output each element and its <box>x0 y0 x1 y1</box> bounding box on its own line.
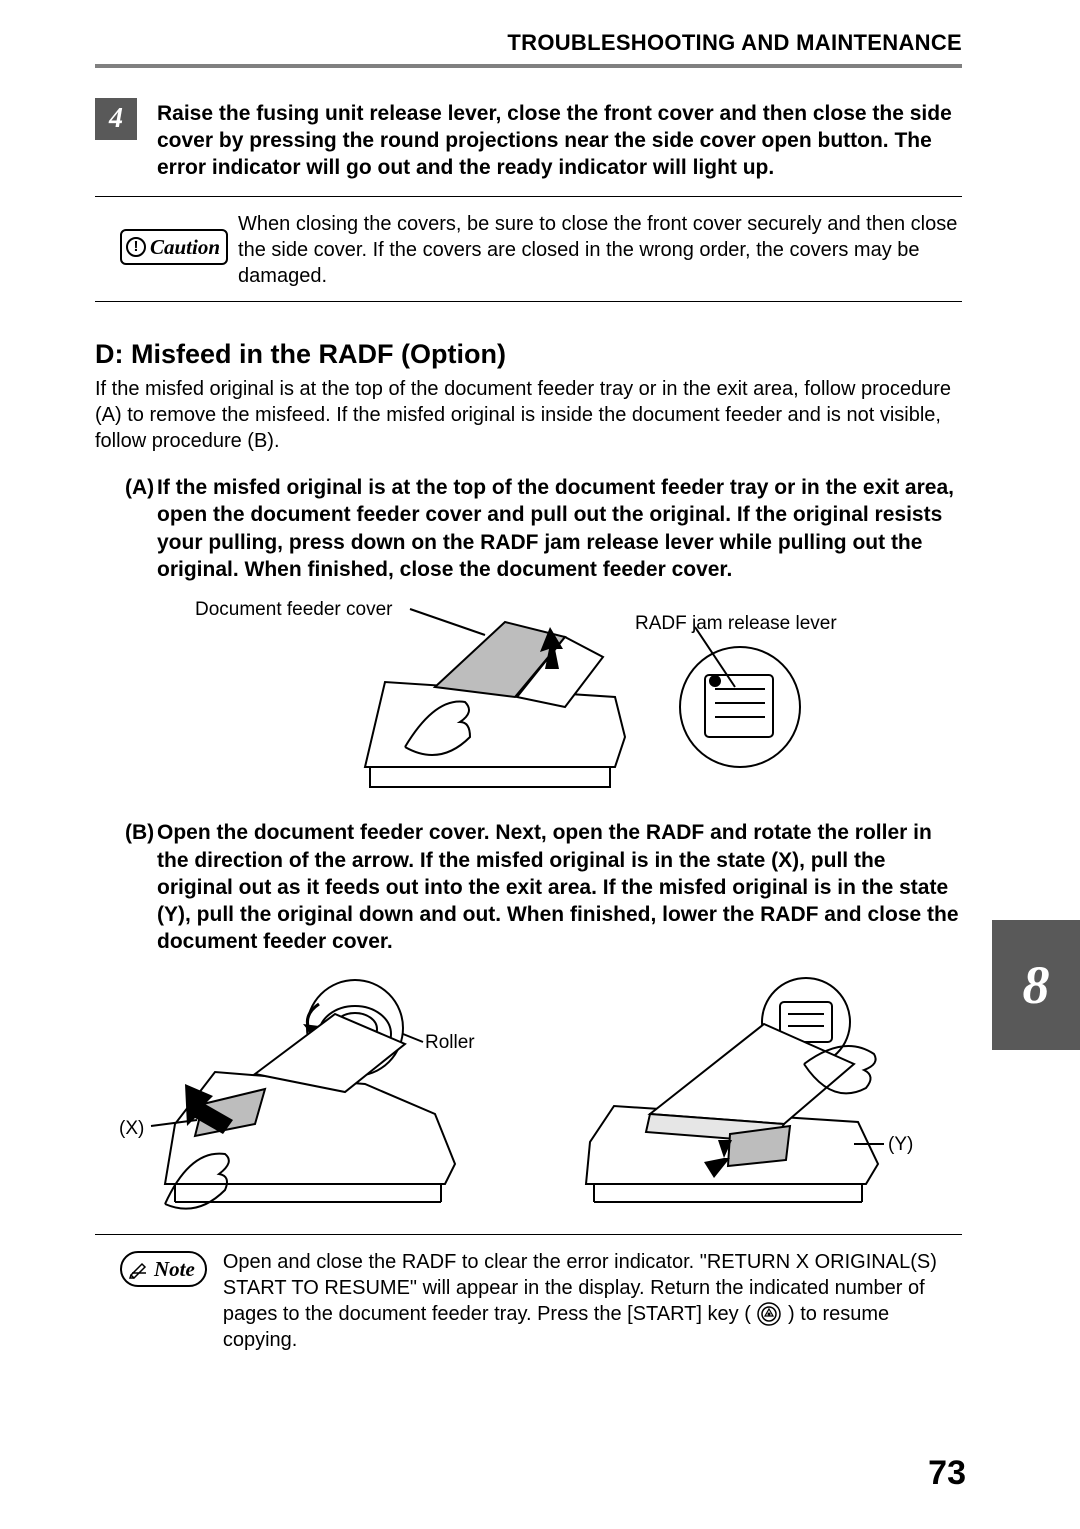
note-text: Open and close the RADF to clear the err… <box>223 1249 962 1354</box>
pencil-icon <box>128 1259 150 1279</box>
step-block: 4 Raise the fusing unit release lever, c… <box>95 98 962 197</box>
fig-b-roller-label: Roller <box>425 1032 475 1053</box>
chapter-number: 8 <box>1023 949 1050 1022</box>
figure-b-row: Roller (X) <box>95 974 962 1214</box>
caution-badge: ! Caution <box>120 229 228 265</box>
figure-b-left: Roller (X) <box>105 974 514 1214</box>
chapter-tab: 8 <box>992 920 1080 1050</box>
proc-a-label: (A) <box>125 474 157 583</box>
section-intro: If the misfed original is at the top of … <box>95 376 962 454</box>
step-text: Raise the fusing unit release lever, clo… <box>157 98 962 182</box>
procedure-b: (B) Open the document feeder cover. Next… <box>95 819 962 955</box>
fig-b-x-label: (X) <box>119 1118 144 1139</box>
caution-block: ! Caution When closing the covers, be su… <box>95 211 962 302</box>
proc-b-label: (B) <box>125 819 157 955</box>
caution-label: Caution <box>150 233 220 261</box>
note-block: Note Open and close the RADF to clear th… <box>95 1234 962 1354</box>
step-number-badge: 4 <box>95 98 137 140</box>
caution-text: When closing the covers, be sure to clos… <box>238 211 962 289</box>
note-badge: Note <box>120 1251 207 1287</box>
section-heading: D: Misfeed in the RADF (Option) <box>95 336 962 372</box>
note-label: Note <box>154 1255 195 1283</box>
caution-icon: ! <box>126 237 146 257</box>
header-title: TROUBLESHOOTING AND MAINTENANCE <box>507 30 962 55</box>
fig-b-y-label: (Y) <box>888 1134 913 1155</box>
procedure-a: (A) If the misfed original is at the top… <box>95 474 962 797</box>
page-number: 73 <box>928 1451 966 1497</box>
proc-a-text: If the misfed original is at the top of … <box>157 474 962 583</box>
section-header: TROUBLESHOOTING AND MAINTENANCE <box>95 28 962 68</box>
fig-a-drawing <box>195 597 855 797</box>
figure-b-right: (Y) <box>554 974 963 1214</box>
proc-b-text: Open the document feeder cover. Next, op… <box>157 819 962 955</box>
start-key-icon <box>756 1301 782 1327</box>
figure-a: Document feeder cover RADF jam release l… <box>195 597 962 797</box>
